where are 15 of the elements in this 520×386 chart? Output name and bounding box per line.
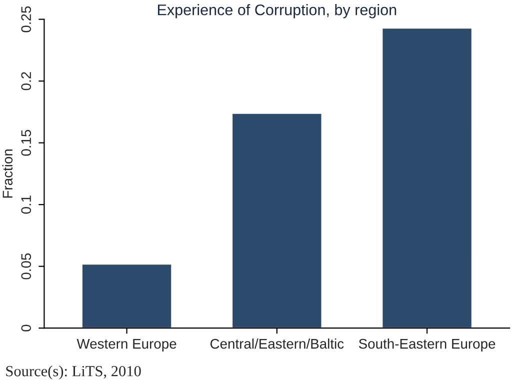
y-tick-label: 0.2 xyxy=(21,72,32,90)
x-tick-label: South-Eastern Europe xyxy=(358,338,496,352)
y-axis-title: Fraction xyxy=(2,150,13,198)
bar xyxy=(381,27,473,328)
y-tick-label: 0.05 xyxy=(21,253,32,280)
x-tick-label: Central/Eastern/Baltic xyxy=(210,338,344,349)
y-tick-label: 0 xyxy=(21,324,32,332)
source-note: Source(s): LiTS, 2010 xyxy=(6,366,141,380)
y-tick-label: 0.1 xyxy=(21,196,32,214)
y-tick-label: 0.25 xyxy=(21,6,32,32)
bar xyxy=(81,263,173,328)
chart-title: Experience of Corruption, by region xyxy=(158,4,396,18)
bar xyxy=(231,112,323,328)
y-tick-label: 0.15 xyxy=(21,130,32,156)
x-tick-label: Western Europe xyxy=(76,339,176,352)
